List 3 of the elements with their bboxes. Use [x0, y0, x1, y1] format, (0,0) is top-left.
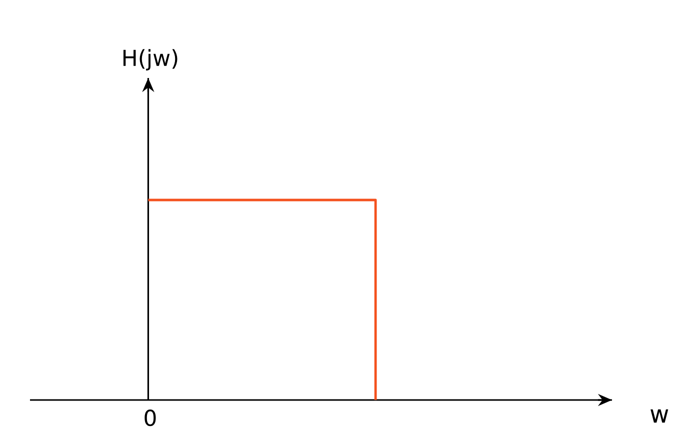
text: H(jw): [123, 49, 178, 70]
x-axis-title: w: [650, 409, 668, 423]
text: 0: [144, 410, 156, 426]
